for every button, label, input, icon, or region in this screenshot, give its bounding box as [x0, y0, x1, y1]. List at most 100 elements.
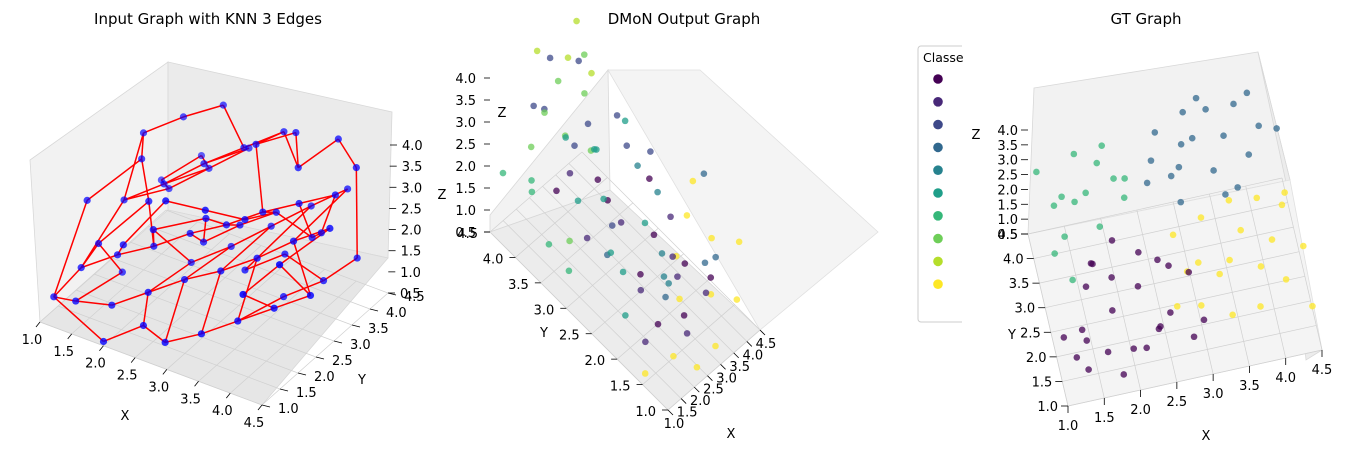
grid-line	[667, 329, 761, 411]
knn-edge	[53, 296, 76, 302]
class-point	[1061, 233, 1068, 240]
z-tick-label: 1.5	[997, 198, 1018, 213]
node-point	[119, 241, 127, 249]
x-tick	[67, 333, 73, 340]
knn-edge	[256, 240, 294, 259]
class-point	[613, 112, 621, 119]
class-point	[594, 176, 602, 183]
node-point	[306, 291, 315, 300]
y-axis-label: Y	[539, 326, 548, 341]
node-point	[280, 128, 288, 136]
class-point	[1282, 276, 1290, 283]
knn-edge	[237, 295, 284, 322]
x-tick-label: 4.0	[743, 348, 764, 363]
z-tick-label: 3.0	[997, 154, 1018, 169]
class-point	[1082, 283, 1090, 290]
knn-edge	[123, 132, 145, 201]
axis-ticks: 1.01.52.02.53.03.54.04.51.01.52.02.53.03…	[455, 72, 776, 432]
class-point	[1157, 323, 1164, 330]
node-point	[197, 330, 206, 338]
node-point	[289, 237, 298, 245]
class-point	[1143, 344, 1150, 352]
class-point	[607, 249, 615, 256]
class-point	[575, 57, 582, 65]
class-point	[1093, 159, 1101, 167]
z-tick-label: 4.0	[402, 139, 423, 154]
y-tick-label: 3.5	[508, 278, 529, 293]
knn-edge	[143, 116, 184, 134]
z-tick-label: 1.5	[455, 182, 476, 197]
x-tick-label: 2.5	[117, 369, 138, 384]
class-point	[707, 274, 715, 281]
grid-line	[591, 253, 684, 334]
x-tick-label: 1.0	[664, 417, 685, 432]
class-point	[1175, 163, 1183, 171]
knn-edge	[111, 291, 149, 306]
knn-edge	[53, 296, 104, 343]
y-tick-label: 3.5	[368, 322, 389, 337]
class-point	[1051, 250, 1058, 257]
class-point	[1120, 371, 1128, 378]
x-tick-label: 3.0	[1203, 387, 1224, 402]
node-point	[108, 301, 116, 309]
knn-edge	[142, 292, 149, 326]
node-point	[276, 261, 284, 269]
node-point	[205, 164, 213, 172]
z-tick-label: 3.0	[401, 181, 422, 196]
grid-lines	[489, 151, 761, 411]
y-tick	[333, 340, 343, 344]
class-point	[1033, 168, 1040, 176]
class-point	[527, 143, 535, 151]
node-point	[200, 160, 208, 168]
knn-edge	[242, 293, 275, 309]
knn-edge	[80, 199, 125, 269]
y-tick	[261, 404, 271, 408]
class-point	[1253, 194, 1261, 202]
class-point	[1216, 270, 1223, 278]
class-point	[669, 253, 676, 260]
y-tick-label: 2.0	[1026, 351, 1047, 366]
class-point	[528, 188, 536, 196]
class-point	[641, 370, 649, 377]
grid-line	[542, 186, 721, 365]
x-tick	[225, 392, 231, 399]
grid-line	[71, 221, 198, 335]
class-point	[1151, 129, 1159, 136]
node-point	[161, 338, 169, 346]
grid-line	[39, 321, 263, 406]
node-point	[138, 155, 146, 163]
knn-edge	[165, 200, 206, 211]
x-tick-label: 4.5	[756, 337, 777, 352]
knn-edge	[164, 279, 186, 343]
x-tick-label: 2.5	[1167, 395, 1188, 410]
class-point	[1300, 242, 1307, 250]
axes-panes	[29, 61, 393, 406]
y-tick-label: 1.0	[1037, 400, 1058, 415]
legend-marker	[933, 279, 943, 290]
class-point	[588, 69, 595, 77]
chart-title-dmon: DMoN Output Graph	[608, 10, 761, 28]
node-point	[292, 128, 300, 137]
node-point	[83, 196, 91, 204]
y-tick-label: 3.0	[350, 338, 371, 353]
z-tick-label: 4.0	[455, 72, 476, 87]
node-point	[352, 164, 360, 172]
grid-line	[1281, 177, 1323, 351]
class-point	[637, 286, 645, 294]
grid-line	[566, 228, 659, 309]
class-point	[1226, 256, 1233, 264]
class-point	[735, 238, 743, 246]
class-point	[680, 312, 688, 319]
grid-line	[1039, 226, 1294, 284]
knn-edge	[298, 194, 336, 205]
knn-edge	[201, 320, 239, 335]
class-point	[1177, 198, 1185, 206]
grid-line	[1056, 300, 1311, 358]
knn-edge	[190, 245, 232, 264]
class-point	[1243, 89, 1251, 97]
knn-edge	[80, 254, 118, 269]
knn-edge	[53, 267, 82, 298]
class-point	[580, 51, 588, 58]
knn-edge	[147, 261, 192, 293]
x-axis-label: X	[727, 427, 736, 442]
